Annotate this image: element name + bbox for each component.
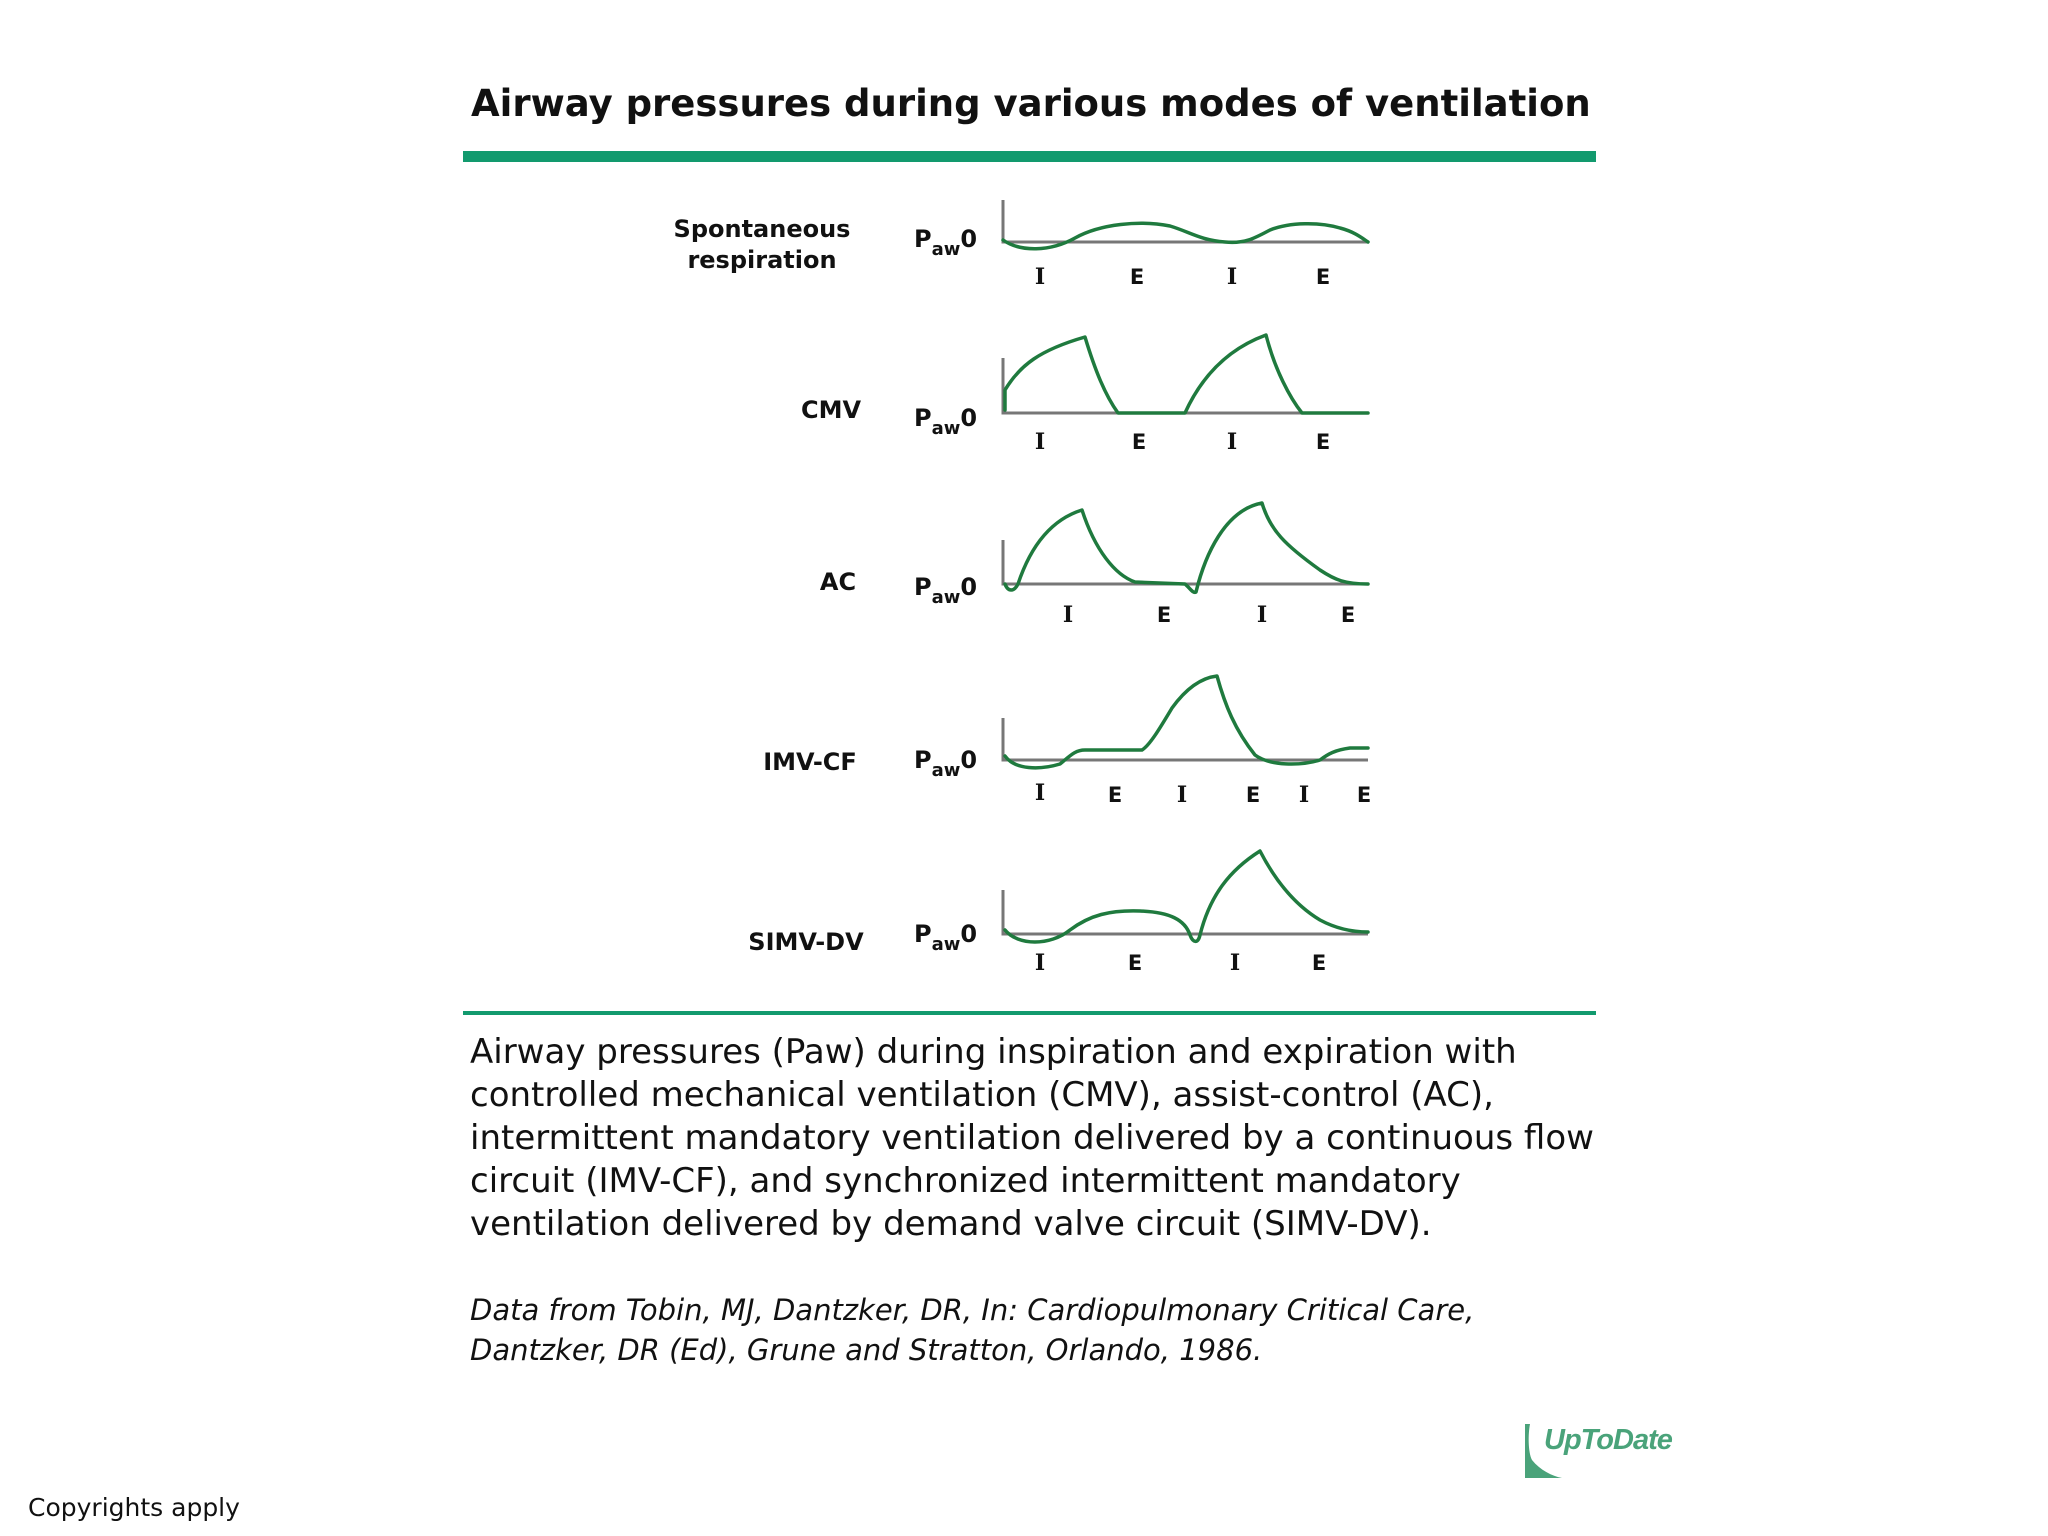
paw-axis-label: Paw0 <box>914 573 977 608</box>
mode-label-line: SIMV-DV <box>748 928 864 956</box>
phase-label: I <box>1035 264 1045 290</box>
paw-axis-label: Paw0 <box>914 404 977 439</box>
pressure-waveform <box>1003 501 1370 595</box>
phase-label: E <box>1128 951 1142 975</box>
copyright-notice: Copyrights apply <box>28 1493 240 1522</box>
axis-lines <box>1001 540 1368 586</box>
phase-label: E <box>1157 603 1171 627</box>
row-ac: AC Paw0 I E I E <box>820 501 1370 628</box>
pressure-waveform <box>1003 674 1370 770</box>
logo-text: UpToDate <box>1544 1424 1673 1456</box>
paw-axis-label: Paw0 <box>914 746 977 781</box>
phase-label: E <box>1341 603 1355 627</box>
row-imv-cf: IMV-CF Paw0 I E I E I E <box>763 674 1371 808</box>
uptodate-logo-icon <box>1525 1424 1562 1478</box>
phase-label: I <box>1063 602 1073 628</box>
axis-lines <box>1001 200 1368 244</box>
mode-label-line: respiration <box>687 246 836 274</box>
pressure-waveform <box>1001 221 1370 251</box>
mode-label-line: Spontaneous <box>674 215 851 243</box>
axis-lines <box>1001 718 1368 762</box>
row-spontaneous-respiration: Spontaneous respiration Paw0 I E I E <box>674 200 1370 290</box>
phase-label: E <box>1108 783 1122 807</box>
phase-label: E <box>1312 951 1326 975</box>
phase-label: E <box>1316 430 1330 454</box>
phase-label: E <box>1130 265 1144 289</box>
phase-label: I <box>1035 780 1045 806</box>
title-divider <box>463 151 1596 162</box>
axis-lines <box>1001 358 1368 415</box>
phase-label: I <box>1035 950 1045 976</box>
phase-label: E <box>1132 430 1146 454</box>
phase-label: E <box>1357 783 1371 807</box>
source-citation-line: Dantzker, DR (Ed), Grune and Stratton, O… <box>470 1333 1263 1367</box>
phase-label: E <box>1246 783 1260 807</box>
phase-label: I <box>1257 602 1267 628</box>
mode-label-line: CMV <box>801 396 861 424</box>
phase-label: I <box>1299 782 1309 808</box>
source-citation: Data from Tobin, MJ, Dantzker, DR, In: C… <box>470 1290 1610 1370</box>
phase-label: E <box>1316 265 1330 289</box>
phase-label: I <box>1227 264 1237 290</box>
phase-label: I <box>1230 950 1240 976</box>
paw-axis-label: Paw0 <box>914 920 977 955</box>
figure-caption: Airway pressures (Paw) during inspiratio… <box>470 1032 1594 1244</box>
caption-divider <box>463 1011 1596 1015</box>
paw-axis-label: Paw0 <box>914 225 977 260</box>
pressure-waveform <box>1003 849 1370 944</box>
row-simv-dv: SIMV-DV Paw0 I E I E <box>748 849 1370 976</box>
phase-label: I <box>1035 429 1045 455</box>
mode-label-line: IMV-CF <box>763 748 857 776</box>
pressure-waveform <box>1003 333 1370 415</box>
phase-label: I <box>1177 782 1187 808</box>
axis-lines <box>1001 890 1368 936</box>
mode-label-line: AC <box>820 568 856 596</box>
source-citation-line: Data from Tobin, MJ, Dantzker, DR, In: C… <box>470 1293 1475 1327</box>
row-cmv: CMV Paw0 I E I E <box>801 333 1370 455</box>
phase-label: I <box>1227 429 1237 455</box>
figure-title: Airway pressures during various modes of… <box>471 82 1591 125</box>
